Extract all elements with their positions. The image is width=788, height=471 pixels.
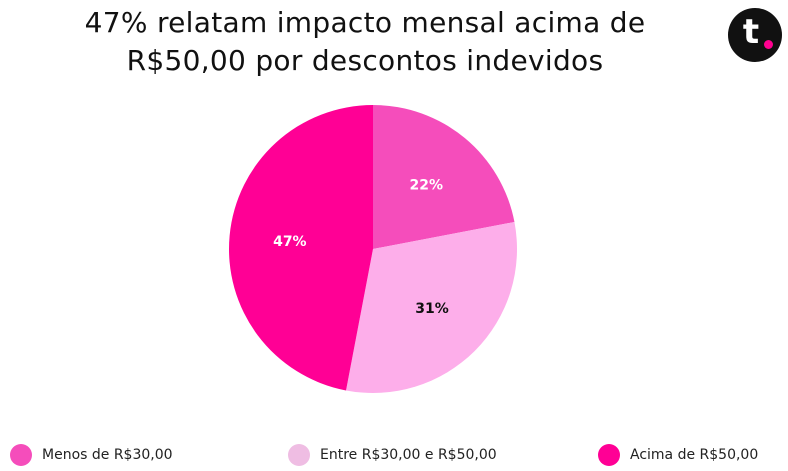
legend-item-acima-50: Acima de R$50,00 xyxy=(598,443,758,467)
legend-label-acima-50: Acima de R$50,00 xyxy=(630,447,759,463)
legend-swatch-entre-30-50 xyxy=(288,444,310,466)
logo-dot xyxy=(764,40,773,49)
legend-swatch-acima-50 xyxy=(598,444,620,466)
pie-slice-2 xyxy=(229,105,373,391)
brand-logo: t xyxy=(728,8,782,62)
legend-swatch-menos-30 xyxy=(10,444,32,466)
chart-title: 47% relatam impacto mensal acima de R$50… xyxy=(40,4,690,80)
pie-slice-1 xyxy=(346,222,517,393)
pie-slice-label-1: 31% xyxy=(415,301,449,317)
chart-legend: Menos de R$30,00 Entre R$30,00 e R$50,00… xyxy=(0,443,788,467)
legend-label-entre-30-50: Entre R$30,00 e R$50,00 xyxy=(320,447,497,463)
chart-title-line-2: R$50,00 por descontos indevidos xyxy=(126,44,604,77)
chart-title-line-1: 47% relatam impacto mensal acima de xyxy=(84,6,646,39)
logo-letter: t xyxy=(742,12,760,52)
legend-label-menos-30: Menos de R$30,00 xyxy=(42,447,173,463)
pie-slice-label-2: 47% xyxy=(273,234,307,250)
pie-chart: 22% 31% 47% xyxy=(229,105,517,393)
legend-item-entre-30-50: Entre R$30,00 e R$50,00 xyxy=(288,443,497,467)
pie-slice-0 xyxy=(373,105,515,249)
pie-slice-label-0: 22% xyxy=(409,178,443,194)
legend-item-menos-30: Menos de R$30,00 xyxy=(10,443,173,467)
